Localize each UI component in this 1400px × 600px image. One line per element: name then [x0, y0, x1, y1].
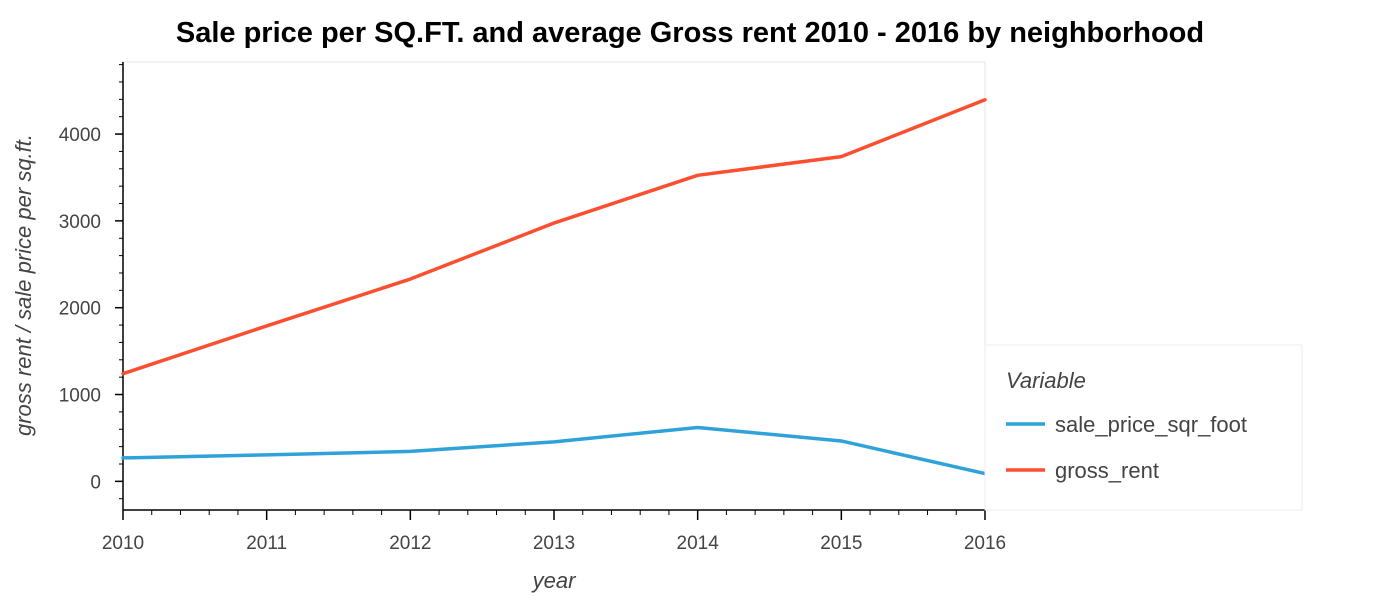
x-tick-label: 2011: [246, 533, 287, 554]
x-axis-label: year: [531, 568, 577, 593]
y-axis-label: gross rent / sale price per sq.ft.: [11, 134, 36, 436]
y-tick-label: 0: [90, 472, 101, 493]
x-tick-label: 2014: [677, 533, 720, 554]
legend-label: sale_price_sqr_foot: [1055, 412, 1247, 437]
x-major-ticks: 2010 2011 2012 2013 2014 2015 2016: [102, 510, 1006, 554]
x-tick-label: 2016: [964, 533, 1006, 554]
legend-box: [984, 344, 1303, 511]
y-tick-label: 3000: [59, 212, 101, 233]
y-tick-label: 4000: [59, 125, 101, 146]
y-minor-ticks: [119, 64, 123, 500]
chart-title: Sale price per SQ.FT. and average Gross …: [176, 17, 1204, 49]
x-minor-ticks: [151, 510, 957, 515]
legend-items: sale_price_sqr_foot gross_rent: [1006, 412, 1247, 483]
series-lines: [121, 98, 987, 476]
x-tick-label: 2010: [102, 533, 144, 554]
x-tick-label: 2015: [820, 533, 862, 554]
x-tick-label: 2013: [533, 533, 575, 554]
y-tick-label: 1000: [59, 386, 101, 407]
series-line-gross-rent: [121, 98, 987, 376]
legend-label: gross_rent: [1055, 458, 1159, 483]
legend: Variable sale_price_sqr_foot gross_rent: [984, 344, 1303, 511]
y-tick-label: 2000: [59, 299, 101, 320]
x-tick-label: 2012: [389, 533, 431, 554]
legend-title: Variable: [1006, 368, 1086, 393]
series-line-sale-price-sqr-foot: [121, 425, 987, 476]
y-major-ticks: 0 1000 2000 3000 4000: [59, 125, 123, 493]
